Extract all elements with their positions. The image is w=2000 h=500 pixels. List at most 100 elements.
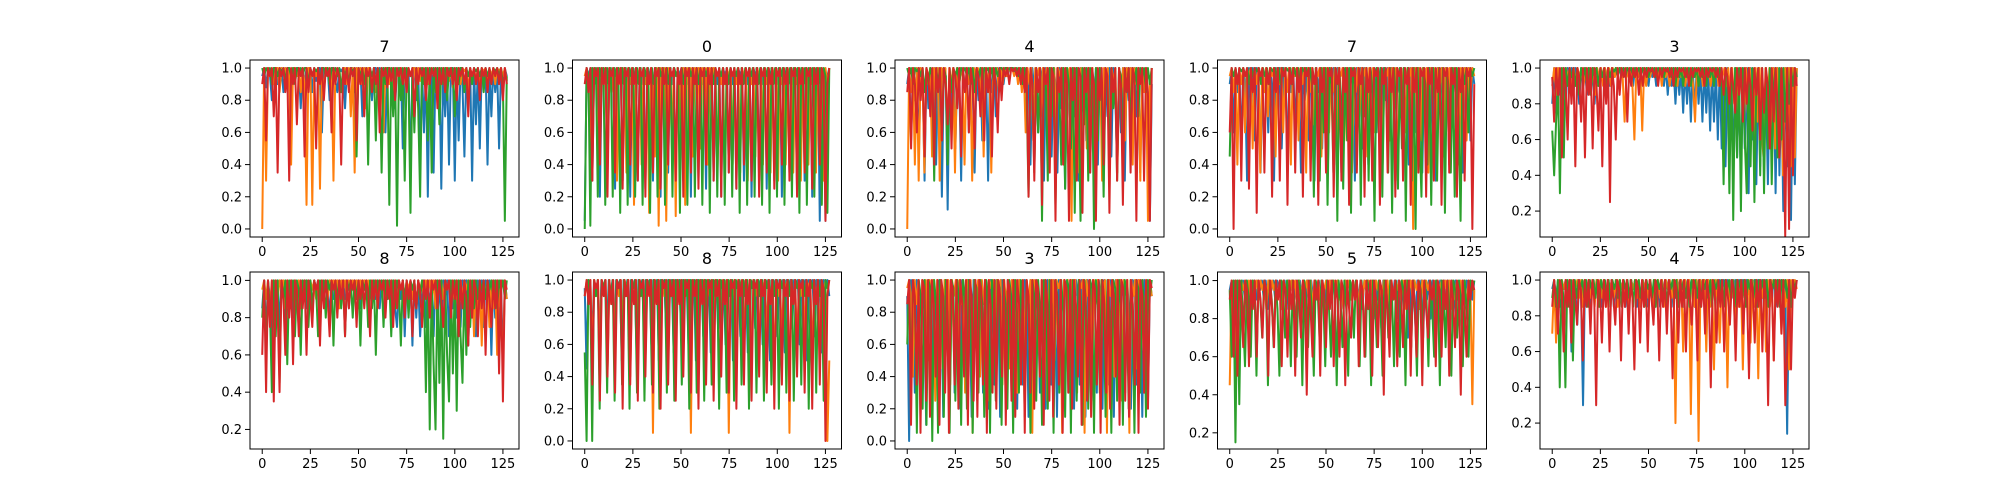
y-tick-label: 0.2 <box>1189 426 1210 441</box>
y-tick-label: 0.4 <box>221 158 242 173</box>
series-line-3 <box>583 279 831 442</box>
y-tick-label: 0.0 <box>866 222 887 237</box>
x-tick-label: 50 <box>1318 457 1335 472</box>
x-tick-label: 100 <box>765 245 790 260</box>
x-tick-label: 100 <box>1410 457 1435 472</box>
x-tick-label: 25 <box>1592 457 1609 472</box>
y-tick-label: 0.6 <box>221 126 242 141</box>
x-tick-label: 75 <box>1688 457 1705 472</box>
x-tick-label: 0 <box>258 457 266 472</box>
y-tick-label: 1.0 <box>544 274 565 289</box>
x-tick-label: 25 <box>1270 457 1287 472</box>
y-tick-label: 0.8 <box>1511 97 1532 112</box>
y-tick-label: 0.4 <box>1511 381 1532 396</box>
x-tick-label: 50 <box>673 457 690 472</box>
x-tick-label: 25 <box>947 245 964 260</box>
axes-frame <box>1539 59 1810 238</box>
x-tick-label: 100 <box>765 457 790 472</box>
y-tick-label: 0.4 <box>544 158 565 173</box>
subplot-3: 7 0 25 50 75 100 125 0.0 0.2 0.4 0.6 0.8 1.0 <box>1189 37 1487 260</box>
x-tick-label: 50 <box>350 245 367 260</box>
subplot-title: 7 <box>379 37 389 56</box>
y-tick-label: 0.2 <box>544 402 565 417</box>
subplot-title: 0 <box>702 37 712 56</box>
x-tick-label: 0 <box>903 457 911 472</box>
subplot-title: 7 <box>1347 37 1357 56</box>
x-tick-label: 25 <box>1270 245 1287 260</box>
subplot-title: 4 <box>1669 249 1679 268</box>
y-tick-label: 0.8 <box>544 94 565 109</box>
x-tick-label: 0 <box>581 457 589 472</box>
y-tick-label: 0.8 <box>221 311 242 326</box>
x-tick-label: 50 <box>1640 245 1657 260</box>
y-tick-label: 0.0 <box>1189 222 1210 237</box>
y-tick-label: 0.2 <box>221 190 242 205</box>
y-tick-label: 0.4 <box>1189 388 1210 403</box>
x-tick-label: 0 <box>1548 245 1556 260</box>
subplot-0: 7 0 25 50 75 100 125 0.0 0.2 0.4 0.6 0.8 1.0 <box>221 37 520 260</box>
y-tick-label: 0.6 <box>1511 345 1532 360</box>
x-tick-label: 25 <box>947 457 964 472</box>
subplot-7: 3 0 25 50 75 100 125 0.0 0.2 0.4 0.6 0.8 1.0 <box>866 249 1165 472</box>
y-tick-label: 1.0 <box>221 62 242 77</box>
x-tick-label: 25 <box>625 457 642 472</box>
x-tick-label: 125 <box>1136 457 1161 472</box>
y-tick-label: 0.2 <box>1511 205 1532 220</box>
x-tick-label: 100 <box>1410 245 1435 260</box>
series-line-3 <box>1228 67 1476 230</box>
x-tick-label: 100 <box>1732 457 1757 472</box>
y-tick-label: 0.0 <box>544 222 565 237</box>
y-tick-label: 0.6 <box>544 338 565 353</box>
y-tick-label: 0.8 <box>1189 312 1210 327</box>
series-line-3 <box>261 67 508 182</box>
y-tick-label: 0.6 <box>1511 133 1532 148</box>
x-tick-label: 75 <box>1366 245 1383 260</box>
y-tick-label: 0.6 <box>221 348 242 363</box>
y-tick-label: 1.0 <box>1511 274 1532 289</box>
subplot-title: 3 <box>1024 249 1034 268</box>
y-tick-label: 0.2 <box>221 423 242 438</box>
y-tick-label: 1.0 <box>1511 62 1532 77</box>
series-line-3 <box>261 279 508 403</box>
y-tick-label: 0.0 <box>544 434 565 449</box>
x-tick-label: 100 <box>1087 245 1112 260</box>
y-tick-label: 1.0 <box>221 274 242 289</box>
y-tick-label: 0.8 <box>544 306 565 321</box>
x-tick-label: 125 <box>1458 457 1483 472</box>
y-tick-label: 0.6 <box>866 338 887 353</box>
axes-frame <box>572 271 842 450</box>
x-tick-label: 75 <box>1043 245 1060 260</box>
y-tick-label: 1.0 <box>866 274 887 289</box>
x-tick-label: 0 <box>581 245 589 260</box>
y-tick-label: 0.6 <box>1189 350 1210 365</box>
x-tick-label: 75 <box>398 245 415 260</box>
x-tick-label: 25 <box>302 457 319 472</box>
subplot-title: 4 <box>1024 37 1034 56</box>
y-tick-label: 0.8 <box>1511 309 1532 324</box>
x-tick-label: 100 <box>442 245 467 260</box>
y-tick-label: 0.2 <box>544 190 565 205</box>
x-tick-label: 75 <box>1043 457 1060 472</box>
y-tick-label: 0.4 <box>866 158 887 173</box>
y-tick-label: 0.6 <box>1189 126 1210 141</box>
x-tick-label: 25 <box>302 245 319 260</box>
y-tick-label: 0.4 <box>544 370 565 385</box>
x-tick-label: 100 <box>442 457 467 472</box>
axes-frame <box>894 59 1165 238</box>
x-tick-label: 25 <box>625 245 642 260</box>
series-line-3 <box>1228 279 1476 396</box>
series-line-3 <box>906 279 1153 434</box>
axes-frame <box>1217 271 1487 450</box>
series-line-3 <box>583 67 831 222</box>
y-tick-label: 0.0 <box>221 222 242 237</box>
x-tick-label: 75 <box>398 457 415 472</box>
x-tick-label: 75 <box>721 457 738 472</box>
x-tick-label: 0 <box>1226 245 1234 260</box>
y-tick-label: 0.4 <box>1511 169 1532 184</box>
y-tick-label: 0.2 <box>866 190 887 205</box>
subplot-6: 8 0 25 50 75 100 125 0.0 0.2 0.4 0.6 0.8 1.0 <box>544 249 842 472</box>
x-tick-label: 50 <box>995 245 1012 260</box>
y-tick-label: 0.2 <box>1511 417 1532 432</box>
